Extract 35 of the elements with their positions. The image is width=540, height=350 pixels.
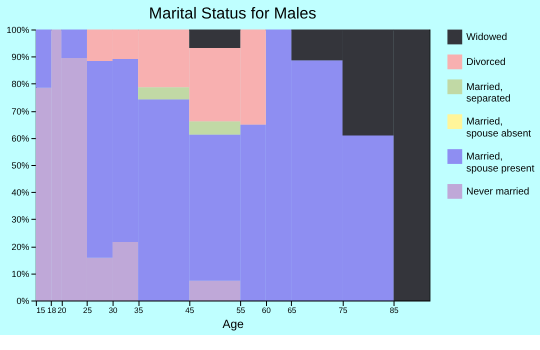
legend-label: Married, separated — [466, 82, 511, 105]
x-tick-label: 65 — [287, 306, 297, 315]
bar — [61, 30, 87, 58]
y-tick-label: 10% — [11, 268, 30, 279]
y-tick-label: 20% — [11, 242, 30, 252]
x-axis-title: Age — [222, 316, 244, 331]
x-tick-label: 75 — [338, 306, 348, 315]
chart-title: Marital Status for Males — [148, 6, 316, 23]
x-tick-label: 25 — [83, 306, 92, 315]
y-tick-label: 30% — [11, 214, 30, 225]
x-tick-label: 85 — [390, 306, 400, 315]
legend-label: Divorced — [466, 56, 506, 68]
legend-label: Married, spouse present — [466, 152, 535, 174]
x-tick-label: 55 — [236, 306, 246, 315]
y-tick-label: 80% — [11, 79, 30, 90]
y-tick-label: 50% — [11, 160, 30, 170]
x-tick-label: 18 — [47, 306, 57, 315]
legend-label: Widowed — [466, 32, 508, 43]
legend-label: Married, spouse absent — [466, 116, 532, 140]
y-tick-label: 40% — [11, 188, 30, 198]
x-tick-label: 30 — [108, 306, 118, 315]
y-tick-label: 100% — [6, 25, 30, 35]
x-tick-label: 45 — [185, 306, 195, 315]
y-tick-label: 0% — [16, 296, 30, 306]
x-tick-label: 20 — [57, 306, 67, 315]
y-tick-label: 70% — [11, 106, 30, 116]
bar — [189, 30, 240, 48]
bar — [138, 87, 190, 100]
bar — [189, 121, 240, 135]
x-tick-label: 15 — [36, 306, 46, 315]
legend-label: Never married — [466, 186, 530, 198]
y-tick-label: 90% — [11, 52, 30, 62]
y-tick-label: 60% — [11, 133, 30, 144]
x-tick-label: 60 — [262, 306, 272, 315]
x-tick-label: 35 — [134, 306, 144, 315]
